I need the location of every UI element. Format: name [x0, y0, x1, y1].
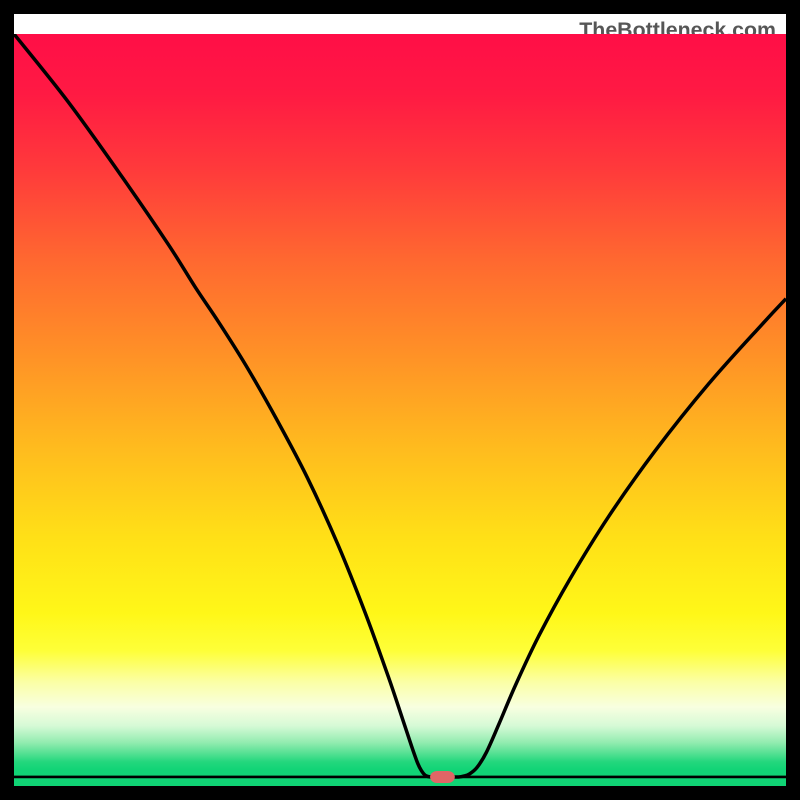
- optimal-marker: [430, 771, 455, 783]
- chart-frame: TheBottleneck.com: [0, 0, 800, 800]
- chart-svg: [14, 34, 786, 786]
- chart-background: [14, 34, 786, 786]
- plot-area: [14, 34, 786, 786]
